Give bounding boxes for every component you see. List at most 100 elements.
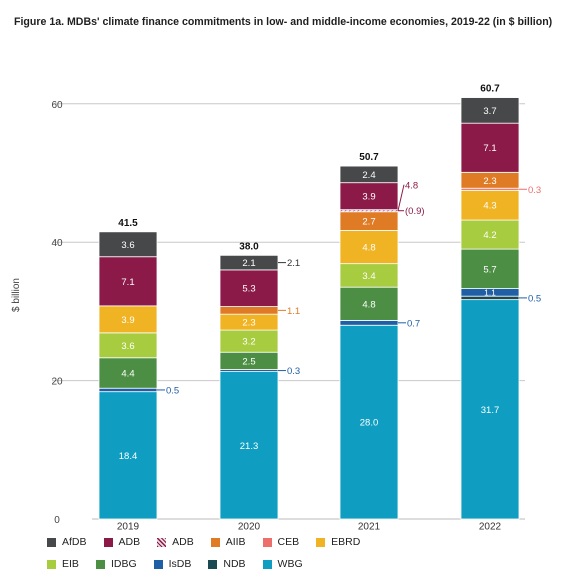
chart-title: Figure 1a. MDBs' climate finance commitm…: [14, 16, 553, 28]
total-label: 41.5: [118, 218, 138, 229]
x-tick-label: 2022: [479, 521, 502, 530]
data-label: 4.4: [121, 368, 134, 379]
data-label: 3.9: [362, 192, 375, 203]
bar-segment-wbg: [460, 299, 520, 520]
bar-segment-isdb: [339, 319, 399, 326]
data-label: 3.2: [242, 337, 255, 348]
data-label: 2.3: [242, 318, 255, 329]
total-label: 38.0: [239, 241, 259, 252]
legend-label: ADB: [118, 536, 141, 548]
data-label: 28.0: [360, 418, 379, 429]
x-tick-label: 2019: [117, 521, 140, 530]
legend-swatch: [208, 559, 218, 569]
bar-segment-ebrd: [98, 305, 158, 334]
data-label: 2.3: [483, 176, 496, 187]
legend-swatch: [47, 537, 56, 547]
bar-segment-ebrd: [339, 230, 399, 265]
legend-item: IsDB: [153, 558, 192, 570]
data-label: 4.8: [362, 299, 375, 310]
bar-segment-afdb: [339, 165, 399, 184]
bar-segment-adb: [339, 182, 399, 211]
legend-label: AfDB: [62, 536, 87, 548]
legend-label: NDB: [223, 558, 246, 570]
legend-label: IsDB: [168, 558, 192, 570]
data-label: 31.7: [481, 405, 500, 416]
bar-segment-wbg: [339, 324, 399, 520]
legend-swatch: [103, 537, 113, 547]
bar-segment-afdb: [98, 231, 158, 258]
x-axis: 2019 2020 2021 2022: [117, 521, 502, 530]
callout-label: 0.3: [287, 366, 300, 377]
legend-label: ADB: [172, 536, 194, 548]
total-label: 60.7: [480, 84, 500, 95]
data-label: 3.6: [121, 240, 134, 251]
data-label: 4.2: [483, 230, 496, 241]
legend-item: EBRD: [316, 536, 360, 548]
legend-swatch: [262, 537, 272, 547]
y-tick-label: 40: [51, 238, 63, 249]
legend-label: WBG: [277, 558, 303, 570]
legend-row: EIB IDBG IsDB NDB WBG: [47, 553, 547, 575]
data-label: 2.5: [242, 356, 255, 367]
data-labels: 18.4 4.4 3.6 3.9 7.1 3.6 41.5 21.3 2.5 3.2 2.3 5.3 2…: [118, 84, 541, 462]
y-tick-label: 60: [51, 100, 63, 111]
legend-swatch: [157, 537, 167, 547]
data-label: 2.1: [242, 258, 255, 269]
y-axis-label: $ billion: [11, 278, 22, 312]
data-label: 3.4: [362, 271, 375, 282]
data-label: 7.1: [483, 143, 496, 154]
legend-swatch: [153, 559, 163, 569]
data-label: 5.7: [483, 264, 496, 275]
y-axis: 0 20 40 60 $ billion: [11, 100, 63, 526]
legend-swatch: [262, 559, 272, 569]
legend-swatch: [95, 559, 105, 569]
bar-segment-afdb: [460, 97, 520, 124]
legend-item: WBG: [262, 558, 303, 570]
total-label: 50.7: [359, 152, 379, 163]
legend-label: CEB: [277, 536, 300, 548]
legend-swatch: [47, 559, 56, 569]
callout-label: 0.5: [528, 293, 541, 304]
legend-label: IDBG: [110, 558, 137, 570]
legend-item: EIB: [47, 558, 79, 570]
legend-label: AIIB: [225, 536, 246, 548]
legend-label: EBRD: [331, 536, 361, 548]
data-label: 2.7: [362, 217, 375, 228]
callout-label: (0.9): [405, 206, 425, 217]
legend-item: ADB: [157, 536, 194, 548]
x-tick-label: 2020: [238, 521, 261, 530]
legend-label: EIB: [62, 558, 79, 570]
callout-line: [397, 184, 405, 211]
bar-segment-idbg: [339, 286, 399, 321]
bar-segment-adb: [460, 122, 520, 173]
bar-segment-adb: [98, 256, 158, 307]
callout-label: 0.7: [407, 318, 420, 329]
stacked-bar-chart: 0 20 40 60 $ billion 18.4 4.4 3.6 3.9 7.1 3.6 41.5…: [11, 84, 541, 530]
callout-label: 0.3: [528, 185, 541, 196]
callout-label: 4.8: [405, 181, 418, 192]
callout-label: 0.5: [166, 385, 179, 396]
bar-segment-wbg: [98, 391, 158, 520]
callout-label: 1.1: [287, 306, 300, 317]
bar-segment-aiib: [219, 306, 279, 315]
bar-segment-wbg: [219, 371, 279, 520]
legend-item: IDBG: [95, 558, 137, 570]
y-tick-label: 20: [51, 377, 63, 388]
data-label: 21.3: [240, 441, 259, 452]
bar-segment-isdb: [98, 387, 158, 393]
legend-row: AfDB ADB ADB AIIB CEB EBRD: [47, 531, 547, 553]
legend-swatch: [316, 537, 326, 547]
legend-item: AIIB: [210, 536, 246, 548]
data-label: 2.4: [362, 170, 375, 181]
legend-item: CEB: [262, 536, 300, 548]
data-label: 3.7: [483, 106, 496, 117]
data-label: 4.3: [483, 201, 496, 212]
data-label: 4.8: [362, 243, 375, 254]
legend: AfDB ADB ADB AIIB CEB EBRD EIB IDBG IsDB NDB WBG: [47, 531, 547, 575]
data-label: 3.9: [121, 315, 134, 326]
y-tick-label: 0: [54, 515, 60, 526]
legend-swatch: [210, 537, 220, 547]
data-label: 5.3: [242, 284, 255, 295]
data-label: 3.6: [121, 341, 134, 352]
x-tick-label: 2021: [358, 521, 381, 530]
